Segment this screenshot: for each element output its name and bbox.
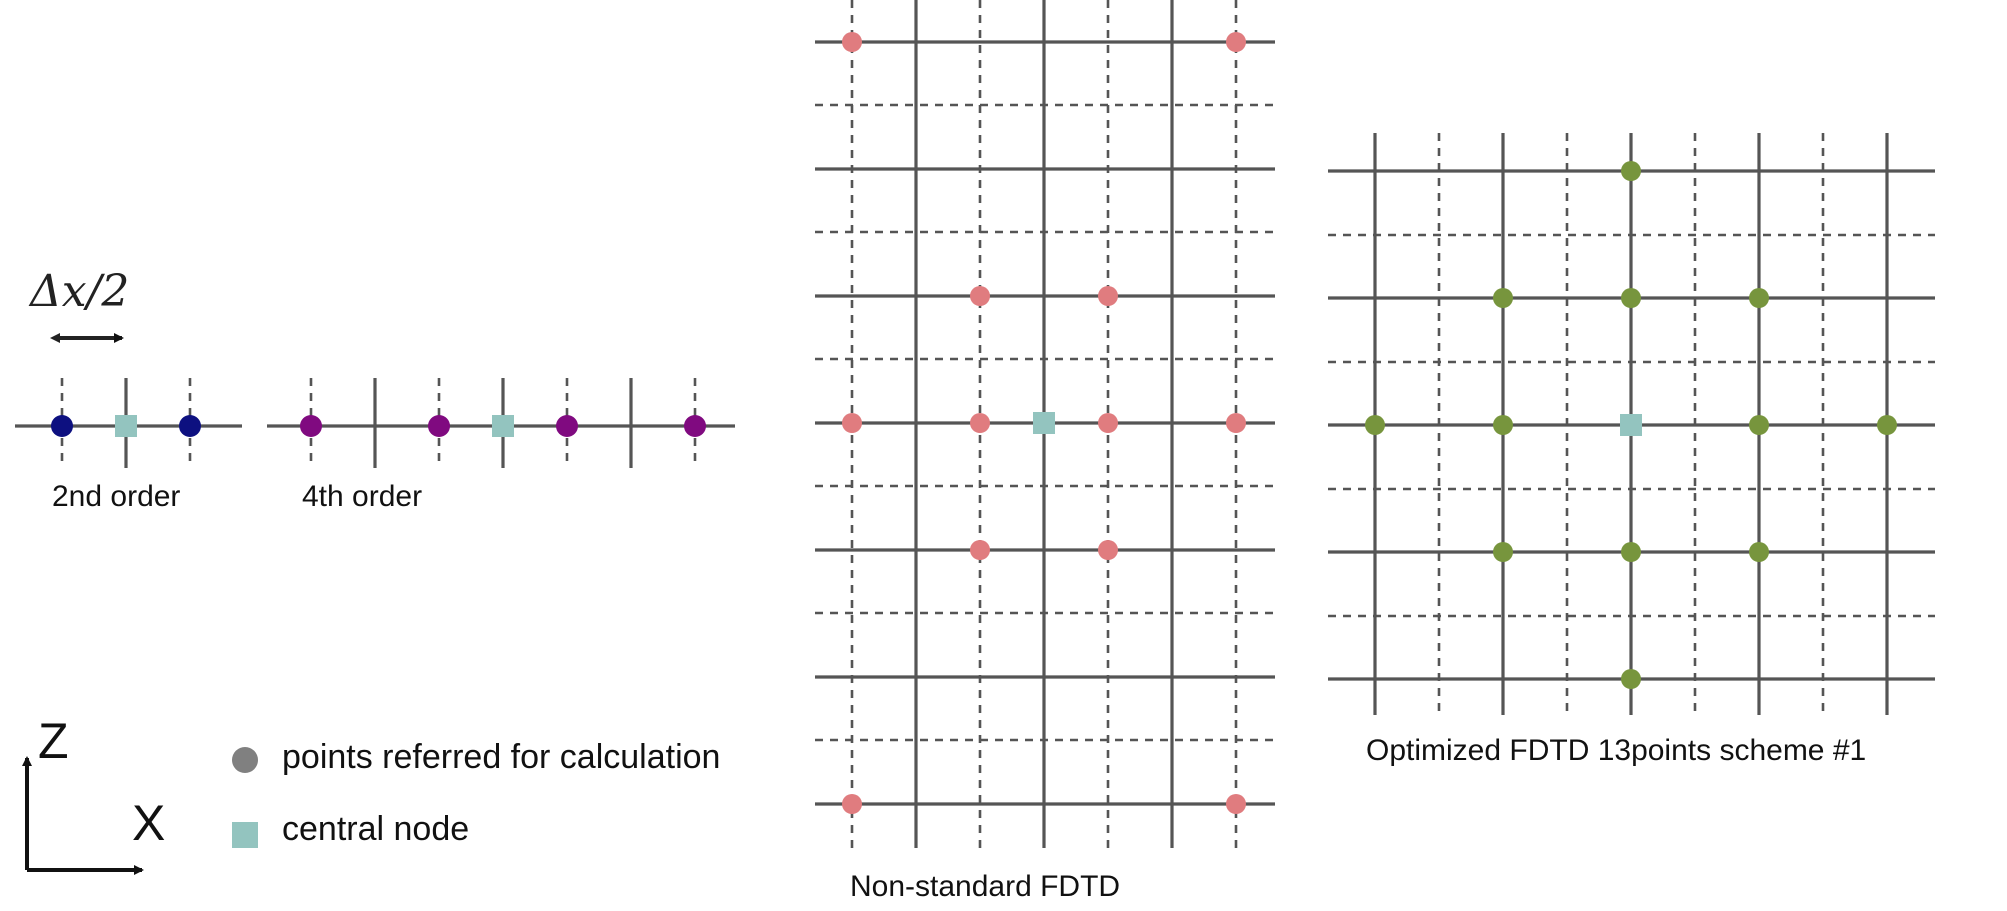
stencil-4th-order: 4th order [267,378,735,513]
x-axis-label: X [132,795,165,851]
z-axis-label: Z [38,713,69,769]
nonstandard-point [970,286,990,306]
optimized-point [1365,415,1385,435]
nonstandard-point [1226,794,1246,814]
optimized-point [1877,415,1897,435]
optimized-point [1621,542,1641,562]
stencil-4th-point [684,415,706,437]
optimized-point [1621,288,1641,308]
optimized-point [1749,288,1769,308]
stencil-4th-label: 4th order [302,480,422,513]
optimized-point [1749,542,1769,562]
optimized-point [1493,288,1513,308]
stencil-2nd-central-node [115,415,137,437]
nonstandard-point [970,413,990,433]
stencil-2nd-point [179,415,201,437]
optimized-point [1749,415,1769,435]
legend-point-marker [232,747,258,773]
nonstandard-grid: Non-standard FDTD [815,0,1275,903]
nonstandard-point [1226,413,1246,433]
optimized-label: Optimized FDTD 13points scheme #1 [1366,734,1866,767]
optimized-point [1493,542,1513,562]
spacing-label: Δx/2 [28,266,129,317]
optimized-point [1621,669,1641,689]
stencil-4th-point [300,415,322,437]
nonstandard-point [1098,286,1118,306]
optimized-point [1493,415,1513,435]
stencil-2nd-order: 2nd order [15,378,242,513]
stencil-4th-point [556,415,578,437]
axes-indicator: Z X [22,713,165,875]
legend-central-label: central node [282,810,469,848]
optimized-central-node [1620,414,1642,436]
nonstandard-point [842,413,862,433]
nonstandard-point [842,32,862,52]
nonstandard-point [842,794,862,814]
stencil-2nd-point [51,415,73,437]
legend-points-label: points referred for calculation [282,738,720,776]
nonstandard-point [970,540,990,560]
nonstandard-point [1098,540,1118,560]
optimized-point [1621,161,1641,181]
stencil-2nd-label: 2nd order [52,480,180,513]
optimized-grid: Optimized FDTD 13points scheme #1 [1328,133,1935,767]
nonstandard-point [1226,32,1246,52]
stencil-4th-central-node [492,415,514,437]
stencil-4th-point [428,415,450,437]
nonstandard-label: Non-standard FDTD [850,870,1120,903]
legend-central-marker [232,822,258,848]
legend: points referred for calculation central … [232,738,720,848]
nonstandard-central-node [1033,412,1055,434]
nonstandard-point [1098,413,1118,433]
